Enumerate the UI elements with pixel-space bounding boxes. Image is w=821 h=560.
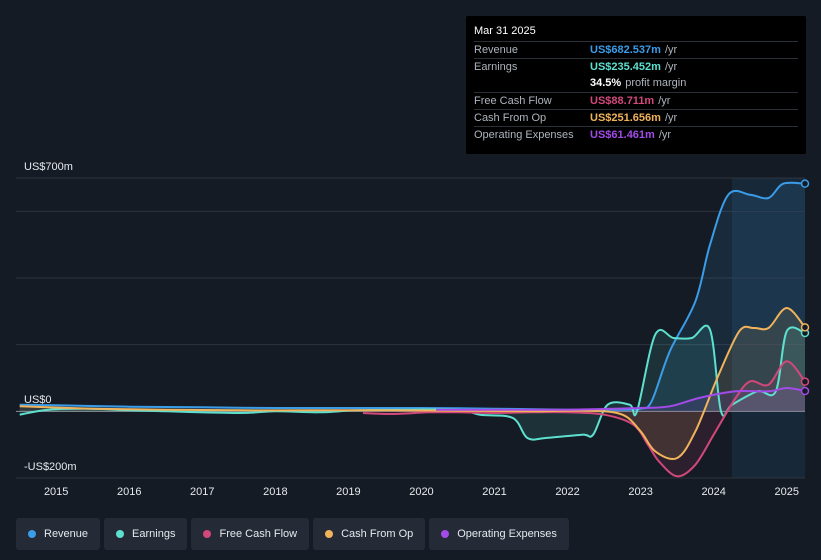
- tooltip-label: Earnings: [474, 61, 518, 73]
- legend-label: Cash From Op: [341, 528, 414, 540]
- y-tick-label-neg200: -US$200m: [24, 461, 77, 473]
- tooltip-value: US$682.537m: [590, 44, 661, 56]
- tooltip-label: Free Cash Flow: [474, 95, 552, 107]
- tooltip-row-cash-from-op: Cash From Op US$251.656m /yr: [474, 109, 798, 126]
- series-areas: [19, 182, 805, 477]
- free-cash-flow-dot-icon: [203, 530, 212, 538]
- cash-from-op-dot-icon: [325, 530, 334, 538]
- x-tick-label: 2016: [117, 486, 141, 498]
- tooltip-value: US$61.461m: [590, 129, 655, 141]
- data-tooltip: Mar 31 2025 Revenue US$682.537m /yr Earn…: [466, 16, 806, 154]
- series-area-4: [436, 387, 805, 412]
- tooltip-value: US$88.711m: [590, 95, 655, 107]
- x-tick-label: 2022: [555, 486, 579, 498]
- x-tick-label: 2017: [190, 486, 214, 498]
- legend-label: Earnings: [132, 528, 176, 540]
- tooltip-unit: /yr: [664, 44, 678, 56]
- legend-label: Operating Expenses: [457, 528, 557, 540]
- chart-area: US$700m US$0 -US$200m 2015 2016 2017 2018 20…: [16, 161, 810, 498]
- x-tick-label: 2024: [701, 486, 725, 498]
- x-tick-label: 2019: [336, 486, 360, 498]
- series-line-1: [19, 324, 806, 441]
- tooltip-value: US$251.656m: [590, 112, 661, 124]
- chart-legend: Revenue Earnings Free Cash Flow Cash Fro…: [16, 518, 569, 550]
- x-tick-label: 2025: [774, 486, 798, 498]
- tooltip-unit: /yr: [658, 129, 672, 141]
- tooltip-unit: /yr: [664, 61, 678, 73]
- tooltip-value: US$235.452m: [590, 61, 661, 73]
- tooltip-label: [474, 75, 590, 92]
- legend-item-free-cash-flow[interactable]: Free Cash Flow: [191, 518, 310, 550]
- tooltip-unit: profit margin: [625, 77, 687, 89]
- legend-item-operating-expenses[interactable]: Operating Expenses: [429, 518, 569, 550]
- series-lines: [19, 181, 806, 478]
- y-tick-label-0: US$0: [24, 394, 52, 406]
- revenue-dot-icon: [28, 530, 36, 538]
- legend-item-cash-from-op[interactable]: Cash From Op: [313, 518, 426, 550]
- x-tick-label: 2015: [44, 486, 68, 498]
- series-area-2: [363, 361, 805, 477]
- tooltip-date: Mar 31 2025: [474, 25, 536, 37]
- chart-gridlines: [16, 177, 805, 479]
- tooltip-row-earnings: Earnings US$235.452m /yr: [474, 58, 798, 75]
- series-area-0: [19, 182, 805, 412]
- tooltip-label: Revenue: [474, 44, 519, 56]
- tooltip-label: Operating Expenses: [474, 129, 574, 141]
- x-axis-ticks: 2015 2016 2017 2018 2019 2020 2021 2022 2023 2024…: [44, 486, 799, 498]
- legend-label: Free Cash Flow: [219, 528, 298, 540]
- x-tick-label: 2018: [263, 486, 287, 498]
- earnings-dot-icon: [116, 530, 125, 538]
- tooltip-row-profit-margin: 34.5% profit margin: [474, 75, 798, 92]
- operating-expenses-dot-icon: [441, 530, 450, 538]
- tooltip-row-free-cash-flow: Free Cash Flow US$88.711m /yr: [474, 92, 798, 109]
- series-line-2: [362, 360, 806, 478]
- legend-label: Revenue: [44, 528, 89, 540]
- y-tick-label-700: US$700m: [24, 161, 73, 173]
- series-line-4: [436, 386, 806, 411]
- tooltip-value: 34.5%: [590, 77, 622, 89]
- series-end-marker-0: [800, 179, 810, 188]
- tooltip-unit: /yr: [664, 112, 678, 124]
- tooltip-label: Cash From Op: [474, 112, 547, 124]
- legend-item-earnings[interactable]: Earnings: [104, 518, 188, 550]
- series-end-markers: [800, 179, 810, 396]
- tooltip-row-operating-expenses: Operating Expenses US$61.461m /yr: [474, 126, 798, 143]
- series-line-3: [19, 306, 806, 460]
- x-tick-label: 2020: [409, 486, 433, 498]
- series-line-0: [19, 181, 806, 411]
- series-end-marker-2: [800, 377, 810, 386]
- tooltip-row-revenue: Revenue US$682.537m /yr: [474, 41, 798, 58]
- series-end-marker-4: [800, 386, 810, 396]
- x-tick-label: 2023: [628, 486, 652, 498]
- legend-item-revenue[interactable]: Revenue: [16, 518, 101, 550]
- tooltip-unit: /yr: [658, 95, 671, 107]
- series-end-marker-3: [800, 323, 810, 332]
- x-tick-label: 2021: [482, 486, 506, 498]
